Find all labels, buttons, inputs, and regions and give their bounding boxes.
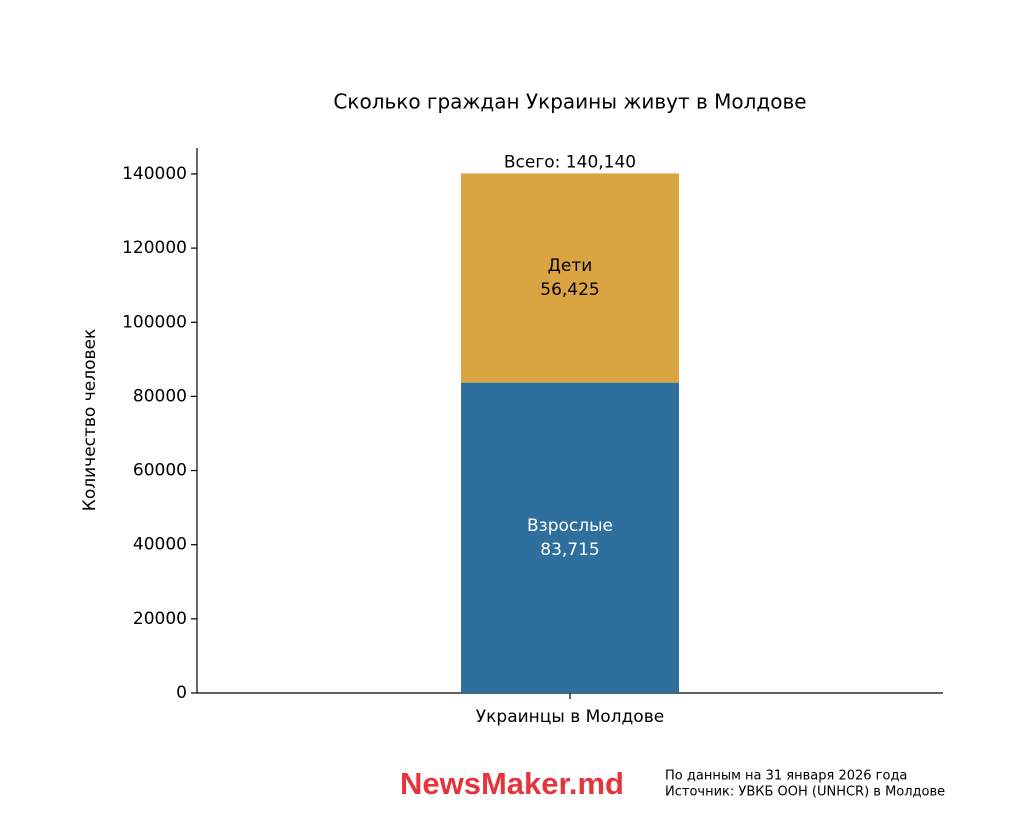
- y-tick-label: 120000: [122, 238, 187, 258]
- value-label: 56,425: [540, 280, 599, 300]
- y-tick-label: 20000: [133, 609, 187, 629]
- segment-name: Дети: [548, 256, 593, 276]
- y-tick-label: 100000: [122, 312, 187, 332]
- y-tick-label: 0: [176, 683, 187, 703]
- chart-title: Сколько граждан Украины живут в Молдове: [333, 90, 806, 114]
- footer-note: Источник: УВКБ ООН (UNHCR) в Молдове: [665, 785, 945, 800]
- segment-name: Взрослые: [527, 516, 613, 536]
- y-tick-label: 140000: [122, 164, 187, 184]
- y-tick-label: 60000: [133, 461, 187, 481]
- value-label: 83,715: [540, 540, 599, 560]
- y-tick-label: 80000: [133, 386, 187, 406]
- brand-logo: NewsMaker.md: [400, 766, 624, 801]
- y-tick-label: 40000: [133, 535, 187, 555]
- bar-segment: [461, 382, 679, 693]
- footer-note: По данным на 31 января 2026 года: [665, 769, 907, 784]
- total-annotation: Всего: 140,140: [504, 152, 636, 172]
- x-tick-label: Украинцы в Молдове: [476, 707, 664, 727]
- bar-segment: [461, 173, 679, 383]
- y-axis-label: Количество человек: [80, 329, 100, 511]
